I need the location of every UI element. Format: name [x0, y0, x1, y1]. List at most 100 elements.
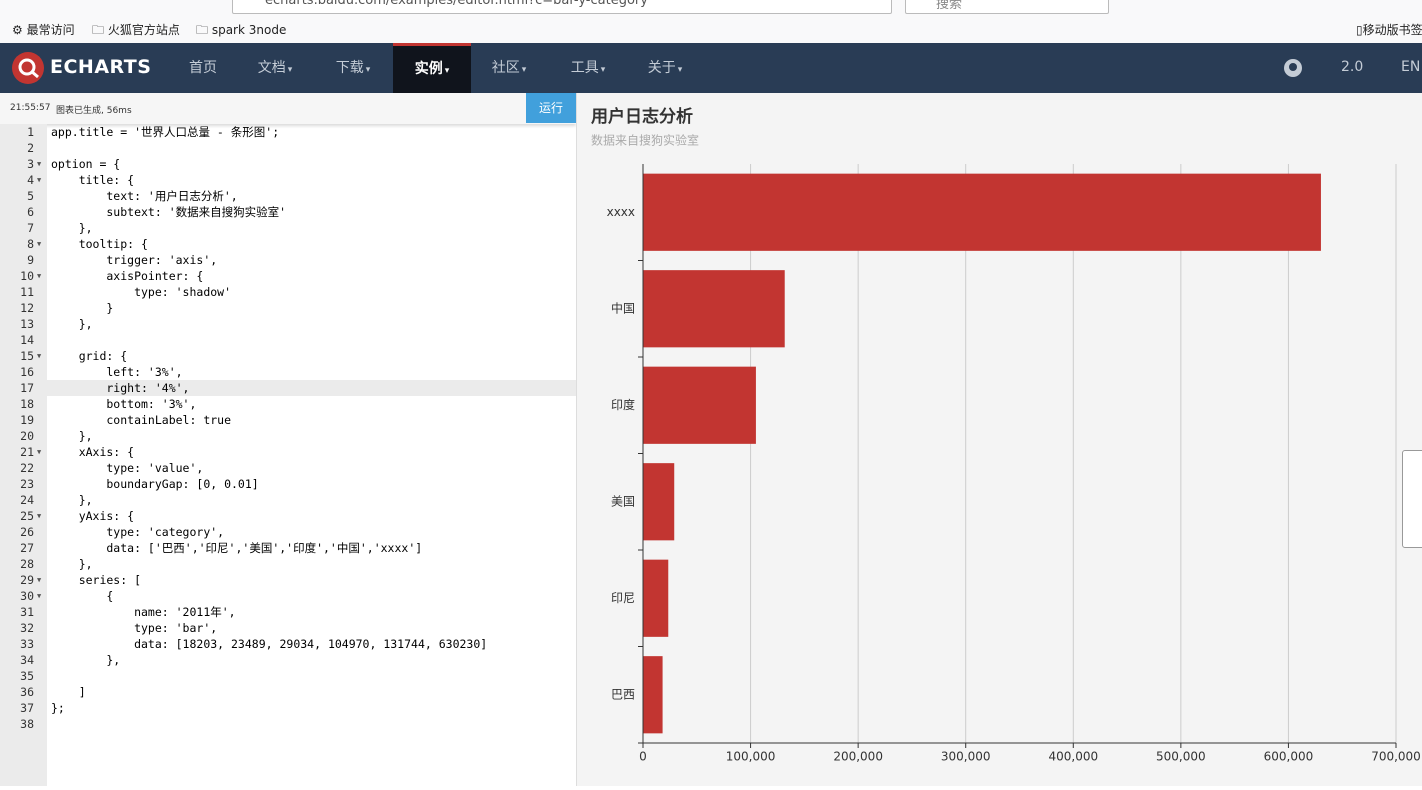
- nav-item[interactable]: 关于 ▾: [626, 43, 704, 93]
- nav-item[interactable]: 工具 ▾: [549, 43, 627, 93]
- caret: ▾: [677, 65, 683, 75]
- bookmark-label: spark 3node: [211, 23, 287, 37]
- code-line: 13 },: [0, 316, 576, 332]
- fold-arrow: ▼: [37, 352, 42, 360]
- url-bar[interactable]: echarts.baidu.com/examples/editor.html?c…: [232, 0, 892, 14]
- nav-item[interactable]: 下载 ▾: [314, 43, 392, 93]
- line-number: 26: [20, 525, 34, 539]
- code-line: 30 ▼ {: [0, 588, 576, 604]
- version[interactable]: 2.0: [1341, 59, 1364, 75]
- code-text: trigger: 'axis',: [51, 253, 218, 267]
- code-line: 29 ▼ series: [: [0, 572, 576, 588]
- nav-label: 社区: [491, 60, 520, 76]
- line-number: 22: [20, 461, 34, 475]
- side-widget[interactable]: [1402, 450, 1422, 548]
- y-tick-label: xxxx: [607, 205, 635, 219]
- fold-arrow: ▼: [37, 512, 42, 520]
- line-number: 38: [20, 717, 34, 731]
- code-line: 27 data: ['巴西','印尼','美国','印度','中国','xxxx…: [0, 540, 576, 556]
- fold-arrow: ▼: [37, 160, 42, 168]
- nav-label: 关于: [647, 60, 676, 76]
- code-text: },: [51, 493, 93, 507]
- code-text: data: ['巴西','印尼','美国','印度','中国','xxxx']: [51, 541, 423, 555]
- code-text: },: [51, 221, 93, 235]
- code-line: 5 text: '用户日志分析',: [0, 188, 576, 204]
- code-line: 14: [0, 332, 576, 348]
- code-line: 36 ]: [0, 684, 576, 700]
- bookmark[interactable]: 🗀 火狐官方站点: [92, 23, 180, 37]
- code-line: 23 boundaryGap: [0, 0.01]: [0, 476, 576, 492]
- code-line: 37};: [0, 700, 576, 716]
- code-editor[interactable]: 1 app.title = '世界人口总量 - 条形图'; 2 3 ▼ option = …: [0, 124, 576, 786]
- bar: [643, 270, 785, 348]
- line-number: 24: [20, 493, 34, 507]
- line-number: 29: [20, 573, 34, 587]
- bookmark-label: 最常访问: [26, 23, 75, 37]
- status-time: 21:55:57: [10, 103, 51, 113]
- line-number: 31: [20, 605, 34, 619]
- bookmark[interactable]: 🗀 spark 3node: [196, 23, 287, 37]
- x-tick-label: 100,000: [726, 750, 776, 764]
- line-number: 28: [20, 557, 34, 571]
- code-text: ]: [51, 685, 86, 699]
- caret: ▾: [444, 66, 450, 76]
- code-text: left: '3%',: [51, 365, 183, 379]
- code-line: 2: [0, 140, 576, 156]
- code-text: {: [51, 589, 114, 603]
- x-tick-label: 300,000: [941, 750, 991, 764]
- line-number: 10: [20, 269, 34, 283]
- search-placeholder: 搜索: [936, 0, 963, 12]
- code-text: },: [51, 653, 121, 667]
- run-button[interactable]: 运行: [526, 93, 576, 123]
- gutter: [0, 124, 47, 786]
- code-line: 20 },: [0, 428, 576, 444]
- code-text: yAxis: {: [51, 509, 135, 523]
- nav-item[interactable]: 社区 ▾: [470, 43, 548, 93]
- code-text: subtext: '数据来自搜狗实验室': [51, 205, 287, 219]
- x-tick-label: 0: [639, 750, 647, 764]
- bar: [643, 656, 663, 734]
- nav-label: 下载: [335, 60, 364, 76]
- code-text: },: [51, 557, 93, 571]
- code-text: name: '2011年',: [51, 605, 236, 619]
- y-tick-label: 美国: [611, 494, 635, 508]
- bar: [643, 559, 669, 637]
- code-text: },: [51, 317, 93, 331]
- code-line: 17 right: '4%',: [0, 380, 576, 396]
- browser-toolbar: echarts.baidu.com/examples/editor.html?c…: [0, 0, 1422, 16]
- code-line: 12 }: [0, 300, 576, 316]
- line-number: 6: [27, 205, 34, 219]
- code-text: type: 'value',: [51, 461, 204, 475]
- code-text: }: [51, 301, 114, 315]
- y-tick-label: 中国: [611, 300, 635, 315]
- bookmark[interactable]: ⚙ 最常访问: [12, 23, 75, 37]
- search-box[interactable]: 搜索: [905, 0, 1109, 14]
- code-line: 4 ▼ title: {: [0, 172, 576, 188]
- nav-item[interactable]: 实例 ▾: [393, 43, 471, 93]
- code-line: 19 containLabel: true: [0, 412, 576, 428]
- code-line: 31 name: '2011年',: [0, 604, 576, 620]
- status-bar: 21:55:57 图表已生成, 56ms 运行: [0, 93, 576, 124]
- line-number: 12: [20, 301, 34, 315]
- code-line: 11 type: 'shadow': [0, 284, 576, 300]
- code-line: 6 subtext: '数据来自搜狗实验室': [0, 204, 576, 220]
- language[interactable]: EN: [1401, 59, 1421, 75]
- status-message: 图表已生成, 56ms: [56, 106, 132, 116]
- code-text: bottom: '3%',: [51, 397, 197, 411]
- nav-item[interactable]: 首页: [164, 43, 242, 93]
- mobile-bookmarks[interactable]: ▯移动版书签: [1356, 23, 1422, 37]
- line-number: 8: [27, 237, 34, 251]
- code-line: 7 },: [0, 220, 576, 236]
- nav-item[interactable]: 文档 ▾: [236, 43, 314, 93]
- code-line: 18 bottom: '3%',: [0, 396, 576, 412]
- github-icon[interactable]: [1283, 58, 1303, 78]
- code-text: boundaryGap: [0, 0.01]: [51, 477, 259, 491]
- caret: ▾: [521, 65, 527, 75]
- line-number: 19: [20, 413, 34, 427]
- line-number: 32: [20, 621, 34, 635]
- code-text: axisPointer: {: [51, 269, 204, 283]
- code-line: 22 type: 'value',: [0, 460, 576, 476]
- nav-label: 实例: [414, 61, 443, 77]
- line-number: 20: [20, 429, 34, 443]
